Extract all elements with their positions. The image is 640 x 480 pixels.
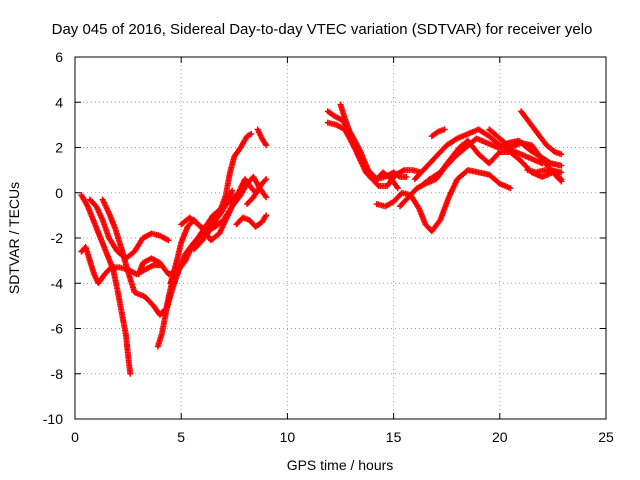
series-arc16 [373, 167, 514, 235]
plot-frame [74, 56, 607, 420]
y-tick-labels: -10 -8 -6 -4 -2 0 2 4 6 [43, 49, 63, 427]
data-point-marker [558, 176, 565, 183]
x-tick-label: 0 [71, 429, 79, 445]
series-arc1 [78, 192, 134, 377]
x-axis-label: GPS time / hours [287, 457, 394, 473]
x-tick-label: 20 [492, 429, 508, 445]
data-point-marker [263, 176, 270, 183]
series-arc8 [178, 173, 270, 235]
data-point-marker [248, 130, 255, 137]
data-point-marker [262, 177, 269, 184]
data-point-marker [263, 142, 270, 149]
y-tick-label: 4 [55, 94, 63, 110]
data-point-marker [263, 194, 270, 201]
x-tick-labels: 0 5 10 15 20 25 [71, 429, 614, 445]
x-tick-label: 25 [598, 429, 614, 445]
data-point-marker [558, 151, 565, 158]
data-point-marker [557, 175, 564, 182]
x-tick-label: 10 [280, 429, 296, 445]
y-tick-label: 0 [55, 185, 63, 201]
data-point-marker [374, 181, 381, 188]
axis-ticks [74, 56, 607, 420]
series-arc10 [233, 212, 270, 230]
data-point-marker [127, 370, 134, 377]
y-tick-label: -2 [51, 230, 64, 246]
data-point-marker [558, 162, 565, 169]
y-tick-label: -6 [51, 321, 64, 337]
series-arc22 [518, 108, 565, 158]
series-arc11 [244, 176, 270, 208]
series-arc9 [190, 130, 255, 253]
series-arc15 [337, 101, 401, 192]
y-axis-label: SDTVAR / TECUs [6, 182, 22, 294]
data-point-marker [262, 192, 269, 199]
data-point-marker [107, 265, 114, 272]
data-point-marker [393, 183, 400, 190]
y-tick-label: 2 [55, 140, 63, 156]
data-point-marker [507, 185, 514, 192]
series-arc23 [524, 167, 565, 183]
data-point-marker [263, 212, 270, 219]
chart-title: Day 045 of 2016, Sidereal Day-to-day VTE… [52, 21, 593, 38]
grid-lines [75, 57, 606, 419]
series-arc2 [78, 244, 163, 287]
data-point-marker [394, 185, 401, 192]
series-arc12 [254, 126, 270, 149]
data-point-marker [558, 169, 565, 176]
data-point-marker [441, 126, 448, 133]
x-tick-label: 15 [386, 429, 402, 445]
data-point-marker [249, 186, 256, 193]
series-arc20 [428, 126, 448, 140]
data-point-marker [165, 237, 172, 244]
data-point-marker [403, 173, 410, 180]
y-tick-label: -4 [51, 275, 64, 291]
y-tick-label: 6 [55, 49, 63, 65]
series-arc4 [99, 196, 183, 318]
y-tick-label: -10 [43, 411, 63, 427]
x-tick-label: 5 [177, 429, 185, 445]
data-points [78, 101, 565, 377]
data-point-marker [229, 187, 236, 194]
y-tick-label: -8 [51, 366, 64, 382]
